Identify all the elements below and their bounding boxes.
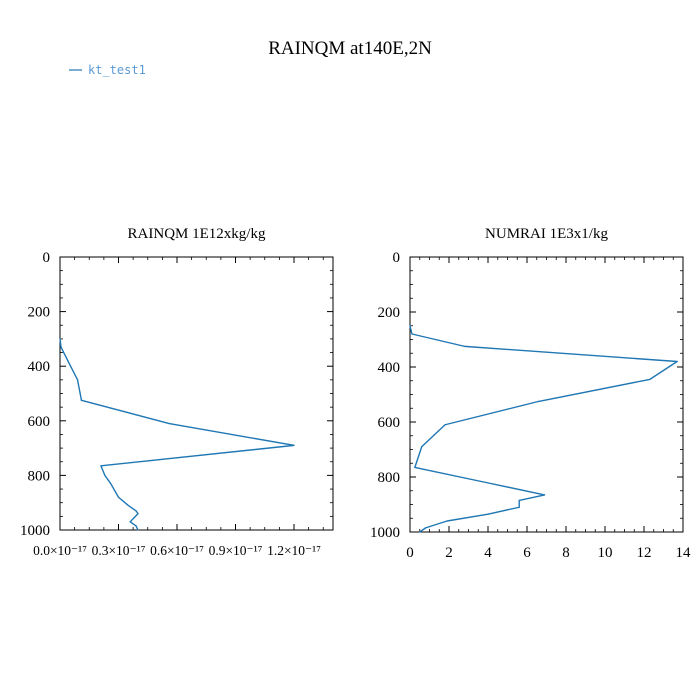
plot-frame [59, 256, 334, 531]
data-point [421, 446, 423, 448]
subplot-title: RAINQM 1E12xkg/kg [128, 226, 266, 242]
figure-title: RAINQM at140E,2N [268, 38, 432, 59]
data-point [518, 499, 520, 501]
data-point [59, 338, 61, 340]
data-point [293, 444, 295, 446]
y-tick-label: 1000 [20, 523, 50, 539]
x-tick-label: 8 [562, 545, 570, 561]
data-point [485, 481, 487, 484]
data-point [411, 333, 413, 335]
x-tick-label: 10 [598, 545, 613, 561]
data-point [137, 529, 139, 531]
data-point [117, 496, 120, 498]
data-point [414, 466, 416, 468]
y-tick-label: 800 [28, 468, 51, 484]
data-point [60, 346, 62, 348]
x-tick-label: 1.2×10⁻¹⁷ [267, 543, 321, 558]
data-point [168, 422, 170, 425]
legend-label: kt_test1 [88, 63, 146, 77]
data-point [446, 520, 448, 522]
data-point [133, 517, 135, 519]
y-tick-label: 600 [378, 415, 401, 431]
y-tick-label: 200 [378, 305, 401, 321]
y-tick-label: 400 [28, 359, 51, 375]
x-tick-label: 0.0×10⁻¹⁷ [33, 543, 87, 558]
y-tick-label: 400 [378, 360, 401, 376]
legend: kt_test1 [69, 63, 146, 77]
data-point [127, 504, 129, 507]
data-point [135, 525, 137, 527]
data-point [100, 465, 102, 467]
data-point [419, 531, 421, 533]
data-point [137, 513, 139, 515]
y-tick-label: 1000 [370, 525, 400, 541]
x-tick-label: 0.9×10⁻¹⁷ [209, 543, 263, 558]
data-point [67, 360, 69, 362]
data-point [444, 424, 446, 426]
x-tick-label: 0.6×10⁻¹⁷ [150, 543, 204, 558]
x-tick-label: 12 [637, 545, 652, 561]
data-point [110, 482, 112, 485]
data-point [409, 325, 411, 327]
data-point [543, 494, 546, 496]
y-tick-label: 0 [393, 250, 401, 266]
x-tick-label: 2 [445, 545, 453, 561]
data-point [104, 474, 106, 476]
data-point [676, 360, 678, 363]
x-tick-label: 14 [676, 545, 692, 561]
x-tick-label: 4 [484, 545, 492, 561]
subplot-title: NUMRAI 1E3x1/kg [485, 226, 608, 242]
x-tick-label: 6 [523, 545, 531, 561]
y-tick-label: 600 [28, 414, 51, 430]
data-point [80, 399, 83, 401]
x-tick-label: 0.3×10⁻¹⁷ [92, 543, 146, 558]
plot-frame [409, 256, 684, 533]
data-point [487, 513, 489, 515]
y-tick-label: 0 [43, 250, 51, 266]
y-tick-label: 800 [378, 470, 401, 486]
numrai-panel: NUMRAI 1E3x1/kg 0 200 400 600 800 1000 0 2 4 6 8 10 1… [370, 226, 691, 561]
data-point [464, 345, 466, 347]
y-tick-label: 200 [28, 305, 51, 321]
rainqm-panel: RAINQM 1E12xkg/kg 0 200 400 600 800 1000 0.0×10… [20, 226, 334, 558]
data-point [135, 510, 137, 512]
data-point [649, 378, 651, 380]
x-tick-label: 0 [406, 545, 414, 561]
data-point [59, 341, 61, 343]
series-line-kt_test1 [59, 338, 295, 531]
series-line-kt_test1 [409, 325, 678, 533]
data-point [76, 379, 79, 381]
data-point [518, 506, 520, 508]
data-point [538, 400, 540, 402]
data-point [425, 527, 427, 529]
data-point [129, 521, 131, 523]
